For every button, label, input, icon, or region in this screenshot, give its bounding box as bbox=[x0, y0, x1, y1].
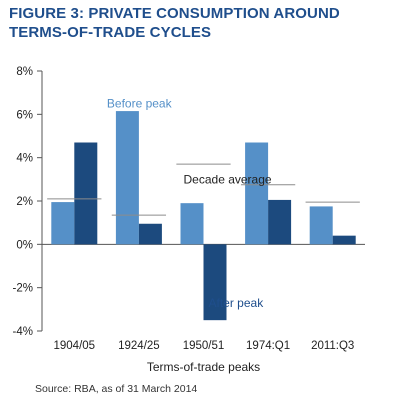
x-tick-label: 2011:Q3 bbox=[311, 340, 354, 352]
annotation-after-peak: After peak bbox=[209, 296, 265, 310]
bar-before-peak bbox=[309, 206, 333, 245]
y-tick-label: 4% bbox=[16, 153, 33, 165]
x-tick-label: 1974:Q1 bbox=[246, 340, 290, 352]
bar-after-peak bbox=[203, 244, 227, 321]
y-tick-label: -2% bbox=[13, 283, 33, 295]
annotation-before-peak: Before peak bbox=[107, 97, 173, 111]
chart-title-line-2: TERMS-OF-TRADE CYCLES bbox=[9, 24, 212, 41]
bar-before-peak bbox=[245, 142, 269, 245]
bar-after-peak bbox=[74, 142, 98, 245]
chart-title-line-1: FIGURE 3: PRIVATE CONSUMPTION AROUND bbox=[9, 5, 340, 22]
x-tick-label: 1924/25 bbox=[118, 340, 160, 352]
bar-before-peak bbox=[180, 203, 204, 245]
x-axis-title: Terms-of-trade peaks bbox=[147, 360, 260, 374]
y-tick-label: -4% bbox=[13, 326, 33, 338]
bar-after-peak bbox=[332, 235, 356, 245]
y-tick-label: 8% bbox=[16, 66, 33, 78]
y-tick-label: 2% bbox=[16, 196, 33, 208]
x-tick-label: 1904/05 bbox=[54, 340, 96, 352]
y-tick-label: 6% bbox=[16, 109, 33, 121]
source-note: Source: RBA, as of 31 March 2014 bbox=[35, 383, 198, 395]
bar-after-peak bbox=[138, 223, 162, 245]
y-tick-label: 0% bbox=[16, 239, 33, 251]
chart-title: FIGURE 3: PRIVATE CONSUMPTION AROUND TER… bbox=[9, 4, 399, 42]
bar-before-peak bbox=[115, 111, 139, 245]
bar-before-peak bbox=[51, 202, 75, 245]
x-tick-label: 1950/51 bbox=[183, 340, 225, 352]
bar-after-peak bbox=[268, 199, 292, 245]
annotation-decade-average: Decade average bbox=[184, 172, 272, 186]
